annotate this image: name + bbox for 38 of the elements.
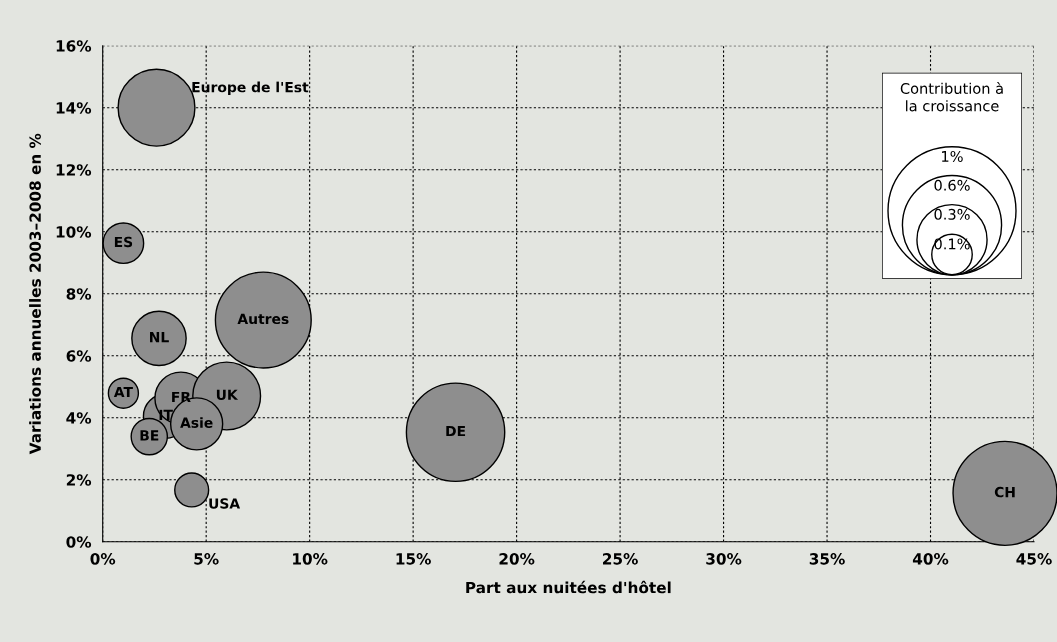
legend-label: 0.3%	[934, 208, 970, 220]
annotation: USA	[209, 498, 241, 509]
y-tick-label: 0%	[66, 536, 92, 548]
x-tick-label: 20%	[499, 553, 535, 565]
y-tick-label: 2%	[66, 474, 92, 486]
annotation: BE	[140, 430, 159, 441]
annotation: AT	[113, 386, 133, 398]
y-tick-label: 8%	[66, 288, 92, 300]
annotation: UK	[216, 389, 239, 401]
y-tick-label: 4%	[66, 412, 92, 424]
x-tick-label: 10%	[293, 553, 328, 565]
annotation: NL	[150, 332, 169, 343]
annotation: DE	[446, 425, 466, 437]
y-tick-label: 12%	[56, 164, 92, 176]
y-axis-title: Variations annuelles 2003–2008 en %	[29, 133, 41, 455]
y-tick-label: 10%	[56, 226, 92, 238]
x-tick-label: 0%	[90, 553, 116, 565]
annotation: FR	[172, 391, 191, 402]
annotation: ES	[114, 236, 133, 248]
annotation: Asie	[180, 417, 213, 428]
x-tick-label: 30%	[706, 553, 742, 565]
x-tick-label: 45%	[1016, 553, 1052, 565]
annotation: Autres	[237, 313, 289, 325]
y-tick-label: 6%	[66, 350, 92, 362]
x-tick-label: 40%	[912, 553, 949, 565]
legend-label: 0.1%	[934, 238, 970, 250]
x-tick-label: 25%	[603, 553, 638, 565]
y-tick-label: 16%	[56, 40, 92, 52]
annotation: Europe de l'Est	[192, 81, 309, 96]
annotation: CH	[994, 486, 1015, 498]
y-tick-label: 14%	[56, 102, 92, 114]
legend-label: 1%	[942, 150, 963, 162]
x-tick-label: 5%	[194, 553, 219, 565]
x-tick-label: 15%	[396, 553, 431, 565]
legend-title: Contribution à la croissance	[900, 82, 1003, 112]
x-axis-title: Part aux nuitées d'hôtel	[466, 580, 671, 594]
x-tick-label: 35%	[809, 553, 845, 565]
legend-label: 0.6%	[934, 179, 970, 191]
